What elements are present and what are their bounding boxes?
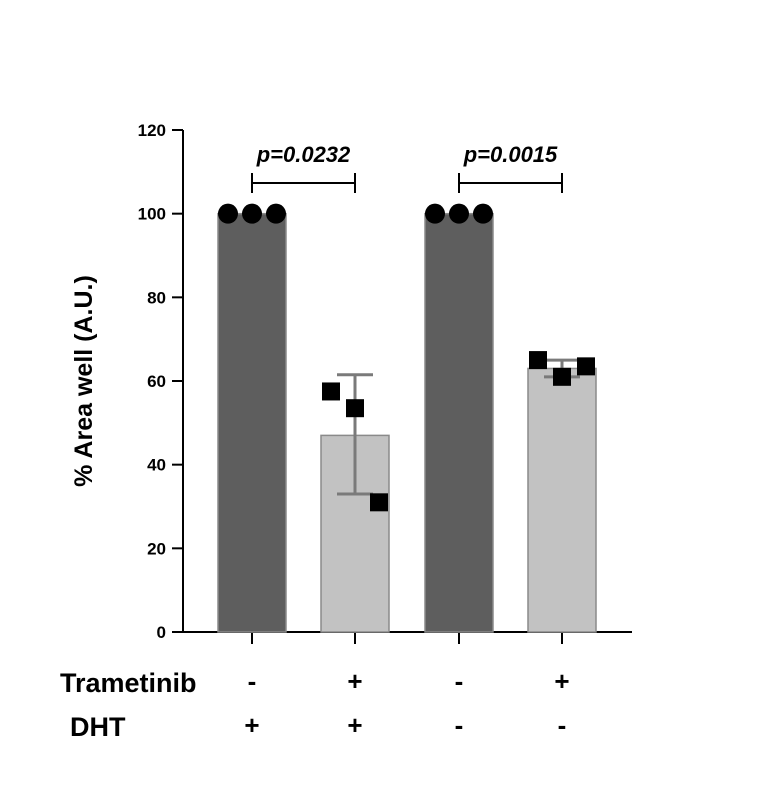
y-tick-label: 0	[157, 623, 166, 642]
condition-sign: -	[455, 666, 464, 696]
condition-sign: +	[554, 666, 569, 696]
data-point	[266, 203, 286, 224]
data-point	[322, 382, 340, 401]
condition-sign: +	[244, 710, 259, 740]
data-point	[370, 493, 388, 512]
data-point	[449, 203, 469, 224]
condition-sign: -	[558, 710, 567, 740]
p-value-label: p=0.0232	[256, 142, 351, 167]
condition-sign: -	[248, 666, 257, 696]
y-tick-label: 80	[147, 288, 166, 307]
condition-label: Trametinib	[60, 668, 197, 698]
condition-sign: +	[347, 666, 362, 696]
data-point	[218, 203, 238, 224]
data-point	[346, 399, 364, 418]
condition-sign: -	[455, 710, 464, 740]
data-point	[529, 351, 547, 370]
y-tick-label: 120	[138, 121, 166, 140]
y-tick-label: 60	[147, 372, 166, 391]
bar	[217, 212, 287, 633]
bar	[424, 212, 494, 633]
p-value-label: p=0.0015	[463, 142, 558, 167]
data-point	[577, 357, 595, 376]
y-axis-title: % Area well (A.U.)	[70, 275, 98, 487]
data-point	[473, 203, 493, 224]
bar	[527, 367, 597, 633]
condition-sign: +	[347, 710, 362, 740]
data-point	[553, 367, 571, 386]
y-tick-label: 20	[147, 539, 166, 558]
y-tick-label: 100	[138, 205, 166, 224]
y-tick-label: 40	[147, 456, 166, 475]
condition-label: DHT	[70, 712, 126, 742]
data-point	[242, 203, 262, 224]
data-point	[425, 203, 445, 224]
